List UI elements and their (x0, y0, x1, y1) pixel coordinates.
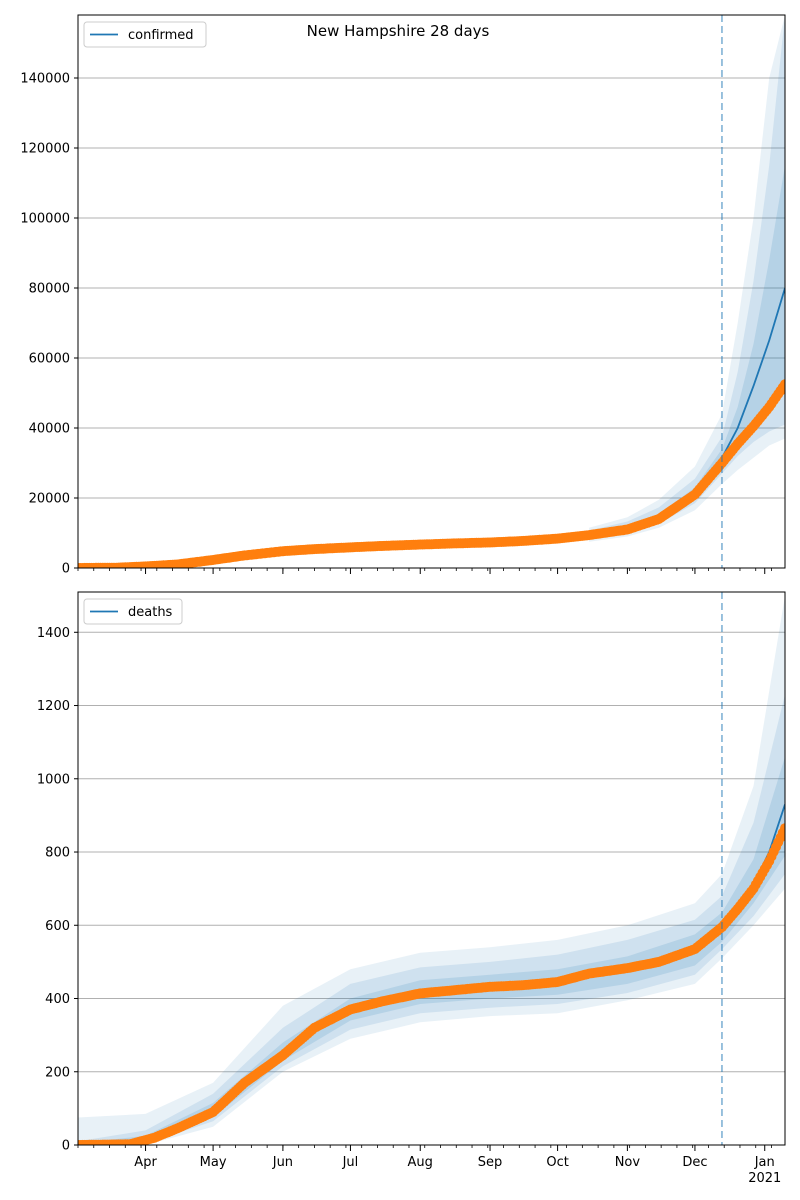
legend-box (83, 21, 207, 48)
y-tick-label: 400 (45, 992, 70, 1007)
y-tick-label: 0 (62, 562, 70, 577)
x-tick-label: Oct (546, 1155, 568, 1170)
observed-point (780, 379, 785, 390)
y-tick-label: 1000 (37, 772, 70, 787)
y-tick-label: 140000 (20, 72, 70, 87)
axes-frame (77, 591, 786, 1146)
legend-label: confirmed (128, 28, 194, 43)
y-tick-label: 800 (45, 846, 70, 861)
x-tick-label: Jul (342, 1155, 359, 1170)
y-tick-label: 1400 (37, 626, 70, 641)
y-tick-label: 60000 (29, 352, 70, 367)
plot-area (78, 595, 785, 1145)
confirmed-panel: 0 20000 40000 60000 80000 100000 120000 140000 c… (20, 14, 786, 577)
y-tick-label: 1200 (37, 699, 70, 714)
x-tick-label: Aug (408, 1155, 433, 1170)
legend-box (83, 598, 183, 625)
y-tick-label: 20000 (29, 492, 70, 507)
plot-area (78, 15, 785, 568)
deaths-panel: 0 200 400 600 800 1000 1200 1400 Apr May Jun Jul Aug… (37, 591, 786, 1186)
y-tick-label: 0 (62, 1139, 70, 1154)
x-tick-label: Jun (272, 1155, 293, 1170)
x-tick-label: May (200, 1155, 227, 1170)
y-tick-label: 200 (45, 1065, 70, 1080)
uncertainty-band (589, 15, 785, 540)
axes-frame (77, 14, 786, 569)
x-tick-label: Nov (615, 1155, 641, 1170)
legend: confirmed (83, 21, 207, 48)
y-tick-label: 80000 (29, 282, 70, 297)
legend-label: deaths (128, 605, 173, 620)
y-tick-label: 100000 (20, 212, 70, 227)
uncertainty-band (78, 595, 785, 1145)
x-tick-label: Sep (478, 1155, 503, 1170)
y-tick-label: 40000 (29, 422, 70, 437)
y-tick-label: 600 (45, 919, 70, 934)
legend: deaths (83, 598, 183, 625)
x-tick-year-label: 2021 (748, 1171, 781, 1186)
uncertainty-band (589, 15, 785, 542)
observed-point (780, 823, 785, 834)
x-tick-label: Jan (754, 1155, 775, 1170)
x-tick-label: Apr (134, 1155, 157, 1170)
x-tick-label: Dec (682, 1155, 707, 1170)
figure-title: New Hampshire 28 days (307, 22, 490, 40)
y-tick-label: 120000 (20, 142, 70, 157)
